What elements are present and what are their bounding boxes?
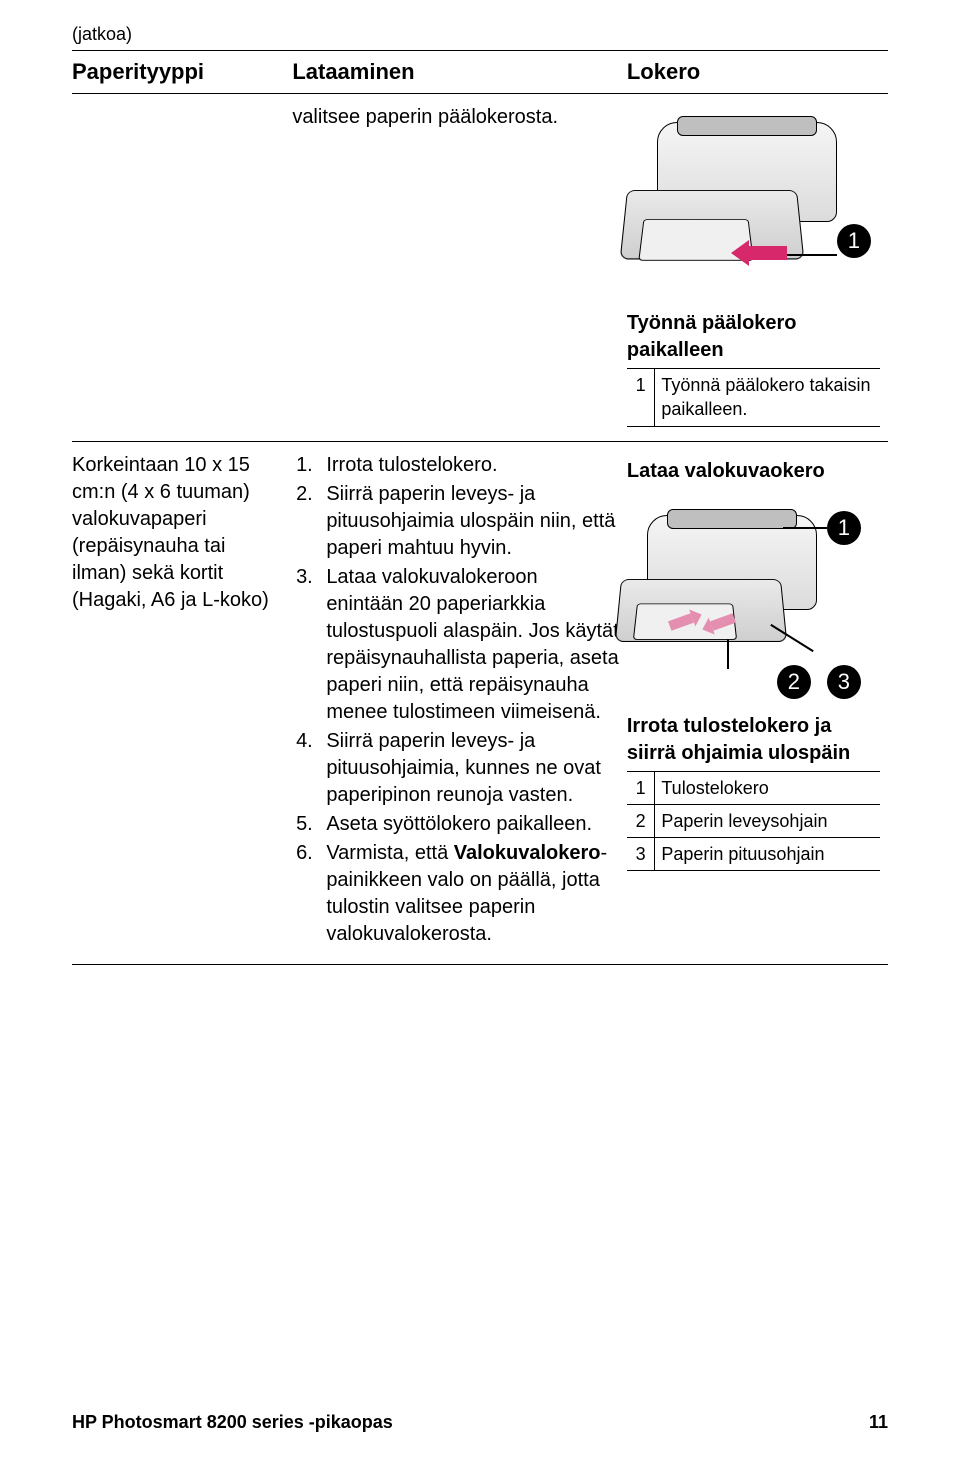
loading-steps: Irrota tulostelokero. Siirrä paperin lev… [292, 452, 619, 948]
step6-b: Valokuvalokero [454, 842, 601, 864]
loading-text-a: valitsee paperin päälokerosta. [292, 104, 619, 131]
callout-2: 2 [777, 665, 811, 699]
cell-tray-a: 1 Työnnä päälokero paikalleen 1 Työnnä p… [627, 93, 888, 441]
step: Varmista, että Valokuvalokero-painikkeen… [318, 840, 619, 948]
printer-figure-2: 1 2 3 [627, 487, 880, 707]
legend-num: 1 [627, 368, 655, 426]
legend-num: 1 [627, 771, 655, 804]
cell-tray-b: Lataa valokuvaokero 1 2 [627, 441, 888, 964]
header-loading: Lataaminen [292, 51, 627, 94]
step: Irrota tulostelokero. [318, 452, 619, 479]
step: Siirrä paperin leveys- ja pituusohjaimia… [318, 481, 619, 562]
footer-title: HP Photosmart 8200 series -pikaopas [72, 1410, 393, 1434]
cell-papertype-b: Korkeintaan 10 x 15 cm:n (4 x 6 tuuman) … [72, 441, 292, 964]
paper-loading-table: Paperityyppi Lataaminen Lokero valitsee … [72, 50, 888, 964]
caption-remove-tray: Irrota tulostelokero ja siirrä ohjaimia … [627, 713, 880, 767]
header-tray: Lokero [627, 51, 888, 94]
cell-loading-a: valitsee paperin päälokerosta. [292, 93, 627, 441]
legend-text: Tulostelokero [655, 771, 880, 804]
cell-loading-b: Irrota tulostelokero. Siirrä paperin lev… [292, 441, 627, 964]
callout-3: 3 [827, 665, 861, 699]
step6-a: Varmista, että [326, 842, 453, 864]
step: Lataa valokuvalokeroon enintään 20 paper… [318, 564, 619, 726]
legend-table-b: 1 Tulostelokero 2 Paperin leveysohjain 3… [627, 771, 880, 872]
header-papertype: Paperityyppi [72, 51, 292, 94]
footer-page: 11 [869, 1410, 888, 1434]
cell-papertype-a [72, 93, 292, 441]
step: Aseta syöttölokero paikalleen. [318, 811, 619, 838]
legend-num: 3 [627, 838, 655, 871]
table-row: valitsee paperin päälokerosta. 1 Työnnä … [72, 93, 888, 441]
callout-1: 1 [837, 224, 871, 258]
callout-1: 1 [827, 511, 861, 545]
arrow-icon [747, 246, 787, 260]
page-footer: HP Photosmart 8200 series -pikaopas 11 [72, 1410, 888, 1434]
caption-main-tray: Työnnä päälokero paikalleen [627, 310, 880, 364]
legend-text: Työnnä päälokero takaisin paikalleen. [655, 368, 880, 426]
legend-text: Paperin leveysohjain [655, 804, 880, 837]
step: Siirrä paperin leveys- ja pituusohjaimia… [318, 728, 619, 809]
caption-photo-tray: Lataa valokuvaokero [627, 458, 880, 485]
legend-num: 2 [627, 804, 655, 837]
table-row: Korkeintaan 10 x 15 cm:n (4 x 6 tuuman) … [72, 441, 888, 964]
continued-label: (jatkoa) [72, 22, 888, 46]
legend-text: Paperin pituusohjain [655, 838, 880, 871]
legend-table-a: 1 Työnnä päälokero takaisin paikalleen. [627, 368, 880, 427]
printer-figure-1: 1 [627, 104, 880, 304]
